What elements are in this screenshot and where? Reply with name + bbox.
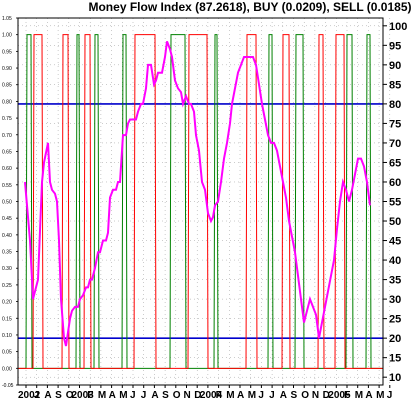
left-tick-label: 0.85	[2, 83, 12, 89]
right-tick-label: 90	[389, 60, 401, 72]
left-tick-label: 0.65	[2, 149, 12, 155]
x-tick-label: M	[355, 390, 363, 400]
right-tick-label: 50	[389, 216, 401, 228]
money-flow-index-line	[24, 41, 371, 347]
right-tick-label: 60	[389, 177, 401, 189]
series-layer	[18, 34, 383, 369]
x-tick-label: D	[323, 390, 330, 400]
right-axis: 10 15 20 25 30 35 40 45 50 55 60 65 70 75 80 85 90 95 100	[383, 21, 407, 384]
left-axis: -0.05 0.00 0.05 0.10 0.15 0.20 0.25 0.30 0.35 0.4…	[2, 16, 18, 389]
right-tick-label: 40	[389, 255, 401, 267]
x-tick-label: M	[98, 390, 106, 400]
x-tick-label: F	[87, 390, 93, 400]
right-tick-label: 95	[389, 40, 401, 52]
right-tick-label: 80	[389, 99, 401, 111]
x-tick-label: O	[301, 390, 309, 400]
left-tick-label: 0.75	[2, 116, 12, 122]
left-tick-label: 0.95	[2, 49, 12, 55]
x-tick-label: J	[141, 390, 147, 400]
left-tick-label: 0.80	[2, 99, 12, 105]
buy-signal-line	[18, 34, 383, 369]
left-tick-label: 0.45	[2, 216, 12, 222]
left-tick-label: 0.35	[2, 250, 12, 256]
left-tick-label: 0.00	[2, 366, 12, 372]
left-tick-label: 0.40	[2, 233, 12, 239]
left-tick-label: -0.05	[2, 383, 14, 389]
x-tick-label: F	[344, 390, 350, 400]
left-tick-label: 0.90	[2, 66, 12, 72]
right-tick-label: 10	[389, 372, 401, 384]
sell-signal-line	[18, 34, 383, 369]
x-tick-label: O	[173, 390, 181, 400]
left-tick-label: 1.00	[2, 33, 12, 39]
x-tick-label: M	[248, 390, 256, 400]
x-tick-label: M	[119, 390, 127, 400]
right-tick-label: 20	[389, 333, 401, 345]
left-tick-label: 0.20	[2, 300, 12, 306]
left-tick-label: 0.55	[2, 183, 12, 189]
x-tick-label: 2002	[18, 390, 41, 400]
left-tick-label: 0.25	[2, 283, 12, 289]
right-tick-label: 30	[389, 294, 401, 306]
x-tick-label: N	[184, 390, 191, 400]
left-tick-label: 0.30	[2, 266, 12, 272]
left-tick-label: 1.05	[2, 16, 12, 22]
left-tick-label: 0.70	[2, 133, 12, 139]
x-tick-label: J	[269, 390, 275, 400]
right-tick-label: 35	[389, 275, 401, 287]
x-tick-label: M	[226, 390, 234, 400]
right-tick-label: 25	[389, 314, 401, 326]
right-tick-label: 100	[389, 21, 407, 33]
right-tick-label: 75	[389, 118, 401, 130]
x-tick-label: A	[44, 390, 51, 400]
x-tick-label: S	[55, 390, 62, 400]
x-tick-label: M	[376, 390, 384, 400]
x-tick-label: D	[194, 390, 201, 400]
right-tick-label: 55	[389, 197, 401, 209]
x-tick-label: J	[130, 390, 136, 400]
left-tick-label: 0.60	[2, 166, 12, 172]
right-tick-label: 70	[389, 138, 401, 150]
x-tick-label: J	[387, 390, 393, 400]
x-tick-label: 2003	[72, 390, 95, 400]
x-tick-label: J	[258, 390, 264, 400]
x-tick-label: F	[216, 390, 222, 400]
x-tick-label: A	[365, 390, 372, 400]
right-tick-label: 65	[389, 157, 401, 169]
right-tick-label: 15	[389, 353, 401, 365]
x-tick-label: A	[280, 390, 287, 400]
x-tick-label: A	[151, 390, 158, 400]
x-tick-label: S	[162, 390, 169, 400]
x-tick-label: A	[109, 390, 116, 400]
x-tick-label: S	[291, 390, 298, 400]
x-tick-label: A	[237, 390, 244, 400]
x-tick-label: 2004	[200, 390, 223, 400]
left-tick-label: 0.05	[2, 350, 12, 356]
right-tick-label: 85	[389, 79, 401, 91]
right-tick-label: 45	[389, 236, 401, 248]
left-tick-label: 0.50	[2, 200, 12, 206]
left-tick-label: 0.10	[2, 333, 12, 339]
x-tick-label: N	[312, 390, 319, 400]
x-tick-label: O	[66, 390, 74, 400]
chart-title: Money Flow Index (87.2618), BUY (0.0209)…	[88, 0, 411, 14]
x-tick-label: 2005	[328, 390, 351, 400]
left-tick-label: 0.15	[2, 316, 12, 322]
x-tick-label: J	[34, 390, 40, 400]
